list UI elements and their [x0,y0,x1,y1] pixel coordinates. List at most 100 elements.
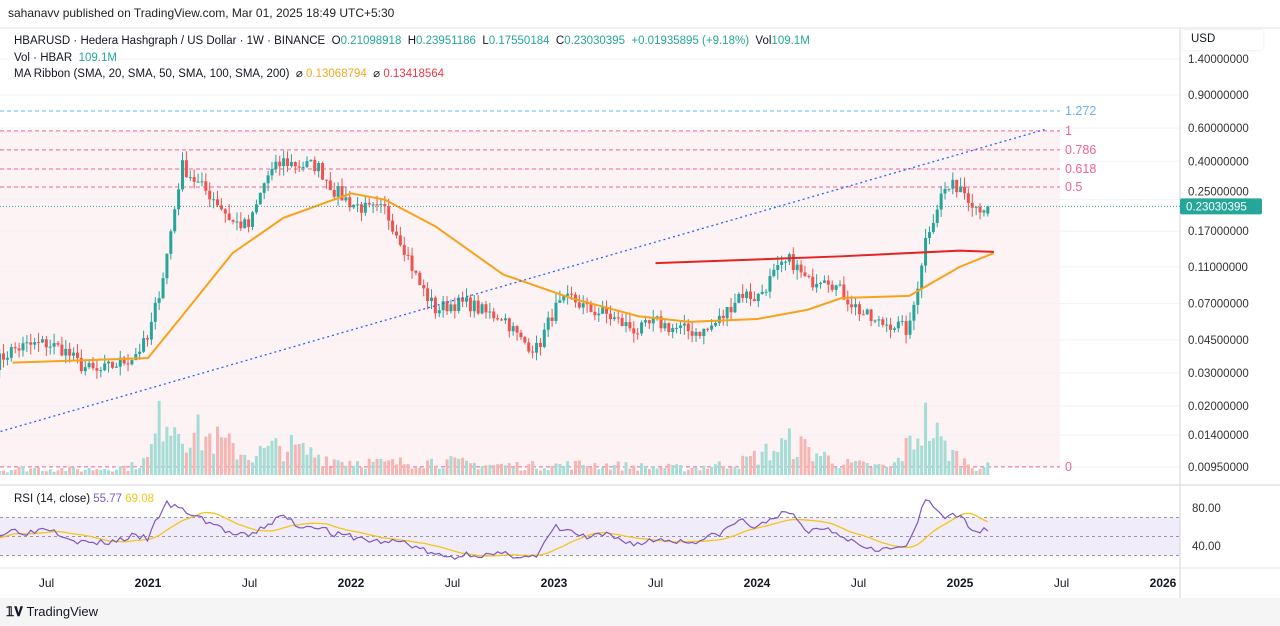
candle-body [75,352,79,358]
candle-body [667,323,671,333]
candle-body [180,160,184,190]
candle-body [496,318,500,320]
volume-bar [37,467,41,475]
volume-bar [799,436,803,475]
candle-body [947,188,951,190]
candle-body [904,320,908,335]
ma-ribbon-value-1: 0.13068794 [306,68,367,80]
candle-body [188,177,192,179]
candle-body [741,293,745,298]
volume-legend[interactable]: Vol · HBAR 109.1M [14,50,810,67]
volume-bar [138,468,142,475]
candle-body [531,351,535,353]
low-label: L [482,35,489,47]
volume-bar [966,464,970,475]
volume-bar [126,470,130,475]
candle-body [348,197,352,208]
candle-body [309,159,313,162]
candle-body [737,293,741,303]
candle-body [830,284,834,290]
volume-bar [554,463,558,475]
candle-body [885,324,889,326]
volume-bar [367,458,371,475]
price-tick-label: 0.60000000 [1188,123,1249,135]
candle-body [301,167,305,169]
volume-bar [892,462,896,475]
candle-body [900,320,904,322]
candle-body [780,261,784,266]
volume-bar [153,433,157,475]
candle-body [184,160,188,178]
volume-bar [986,462,990,475]
currency-button[interactable]: USD [1183,30,1263,50]
candle-body [391,220,395,232]
candle-body [484,304,488,313]
volume-bar [227,433,231,475]
volume-bar [507,463,511,475]
volume-bar [422,468,426,475]
volume-bar [64,471,68,475]
candle-body [927,232,931,238]
candle-body [60,344,64,356]
candle-body [612,317,616,320]
volume-bar [830,463,834,475]
candle-body [138,351,142,354]
candle-body [359,204,363,213]
candle-body [227,213,231,221]
candle-body [103,363,107,371]
rsi-legend[interactable]: RSI (14, close) 55.77 69.08 [14,493,154,505]
volume-bar [145,456,149,475]
volume-bar [982,467,986,475]
candle-body [289,162,293,166]
fib-level-label: 1 [1065,124,1072,138]
candle-body [87,362,91,368]
volume-bar [764,443,768,475]
volume-bar [149,444,153,475]
candle-body [79,357,83,372]
last-price-badge [1180,198,1262,215]
volume-bar [9,469,13,475]
candle-body [962,186,966,194]
price-chart[interactable]: 1.40000000 0.90000000 0.60000000 0.40000000… [0,0,1280,600]
volume-bar [877,464,881,475]
candle-body [749,291,753,300]
candle-body [970,202,974,208]
tv-logo-icon: 𝟙𝐕 [6,604,23,619]
volume-bar [593,463,597,475]
candle-body [803,272,807,276]
publish-line: sahanavv published on TradingView.com, M… [8,6,395,20]
symbol-label[interactable]: HBARUSD · Hedera Hashgraph / US Dollar ·… [14,35,326,47]
volume-bar [538,470,542,475]
candle-body [99,370,103,372]
tradingview-logo[interactable]: 𝟙𝐕 TradingView [6,604,98,620]
volume-bar [25,471,29,475]
volume-bar [21,466,25,475]
candle-body [293,162,297,167]
candle-body [426,288,430,302]
volume-bar [927,440,931,475]
candle-body [628,322,632,329]
candle-body [44,339,48,348]
candle-body [336,186,340,197]
ma-ribbon-legend[interactable]: MA Ribbon (SMA, 20, SMA, 50, SMA, 100, S… [14,66,810,83]
candle-body [243,219,247,229]
volume-bar [363,468,367,475]
volume-bar [52,471,56,475]
candle-body [978,206,982,213]
candle-body [344,197,348,201]
candle-body [507,318,511,332]
vol-label: Vol [755,35,772,47]
volume-bar [822,451,826,475]
volume-bar [251,462,255,475]
price-tick-label: 0.11000000 [1188,262,1248,274]
candle-body [865,309,869,315]
volume-bar [17,466,21,475]
candle-body [64,348,68,356]
volume-bar [286,451,290,475]
volume-bar [702,465,706,475]
candle-body [577,302,581,308]
candle-body [795,264,799,271]
candle-body [118,357,122,367]
candle-body [663,323,667,329]
volume-bar [433,465,437,475]
